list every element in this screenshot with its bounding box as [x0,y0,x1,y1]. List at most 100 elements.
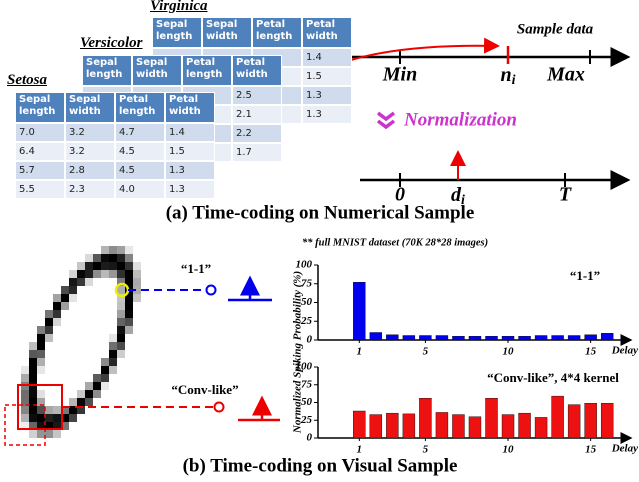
header-cell: Sepal length [152,17,202,48]
start-label: 0 [395,184,405,206]
pixel [37,366,45,374]
y-tick-label: 50 [301,396,313,408]
subscript: i [512,73,516,88]
bar [551,395,564,439]
pixel [37,398,45,406]
table-cell: 1.3 [165,180,215,199]
pixel [45,406,53,414]
bar [485,336,498,341]
symbol: n [500,64,511,86]
table-cell: 3.2 [65,123,115,142]
pixel [69,294,77,302]
bar [551,335,564,341]
pixel [101,254,109,262]
pixel [117,286,125,294]
x-axis-label: Delay [611,443,638,455]
table-cell: 4.5 [115,161,165,180]
pixel [133,278,141,286]
bar [600,403,614,439]
pixel [37,414,45,422]
table-cell: 2.8 [65,161,115,180]
bar [518,412,531,439]
max-label: Max [546,64,585,86]
pixel [125,318,133,326]
caption: (b) Time-coding on Visual Sample [183,455,458,476]
x-tick-label: 15 [585,444,597,456]
pixel [101,358,109,366]
x-tick-label: 1 [357,444,363,456]
pixel [101,262,109,270]
pixel [117,326,125,334]
pixel [101,246,109,254]
pixel [29,422,37,430]
pixel [69,278,77,286]
table-cell: 1.3 [302,105,352,124]
y-tick-label: 50 [301,296,313,308]
annotation: “1-1” [570,268,600,283]
pixel [37,342,45,350]
pixel [117,310,125,318]
pixel [93,374,101,382]
pixel [21,366,29,374]
pixel [21,422,29,430]
pixel [21,414,29,422]
pixel [93,262,101,270]
note: ** full MNIST dataset (70K 28*28 images) [302,237,488,248]
x-tick-label: 1 [357,346,363,358]
bar [534,335,548,341]
header-cell: Sepal length [15,92,65,123]
connector-end [205,284,217,296]
pixel [77,278,85,286]
pixel [37,390,45,398]
bar [468,416,482,439]
table-cell: 2.2 [232,124,282,143]
pixel [21,374,29,382]
pixel [93,270,101,278]
pixel [125,294,133,302]
table-cell: 5.5 [15,180,65,199]
pixel [29,358,37,366]
x-tick-label: 10 [503,346,515,358]
x-tick-label: 15 [585,346,597,358]
pixel [109,262,117,270]
pixel [85,278,93,286]
pixel [29,414,37,422]
y-axis-label: Normalized Spiking Probability (%) [292,271,304,434]
pixel [45,326,53,334]
bar [369,332,383,341]
pixel [21,398,29,406]
pixel [77,406,85,414]
bar [600,333,614,341]
bar [419,335,432,341]
pixel [125,246,133,254]
header-cell: Petal width [302,17,352,48]
pixel [61,422,69,430]
bar [353,410,366,439]
pixel [29,374,37,382]
table-title: Virginica [150,0,208,14]
pixel [61,414,69,422]
table-cell: 2.3 [65,180,115,199]
bar [353,282,366,341]
bar [501,336,515,341]
pixel [109,366,117,374]
pixel [37,358,45,366]
table-cell: 1.3 [165,161,215,180]
table-cell: 1.3 [302,86,352,105]
chevron [376,111,396,130]
table-cell: 1.5 [165,142,215,161]
pixel [125,326,133,334]
bar [452,336,465,341]
table-title: Setosa [7,72,48,88]
pixel [61,286,69,294]
pixel [93,382,101,390]
pixel [101,382,109,390]
table-cell: 3.2 [65,142,115,161]
pixel [21,406,29,414]
bar [386,412,399,439]
pixel [29,406,37,414]
pixel [69,286,77,294]
pixel [109,358,117,366]
pixel [109,270,117,278]
